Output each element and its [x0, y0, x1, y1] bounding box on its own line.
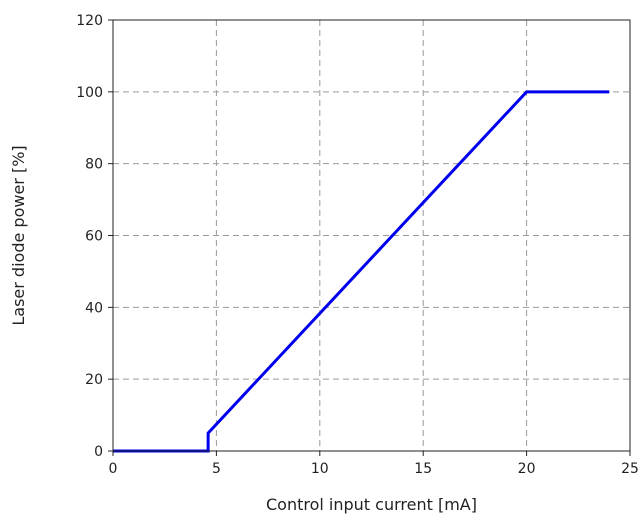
x-tick-label: 10 — [311, 461, 329, 477]
y-axis-title: Laser diode power [%] — [9, 145, 28, 325]
series-line — [113, 90, 610, 453]
x-tick-label: 25 — [621, 461, 639, 477]
x-axis-ticks: 0 5 10 15 20 25 — [109, 451, 639, 477]
y-tick-label: 20 — [85, 372, 103, 388]
y-axis-ticks: 0 20 40 60 80 100 120 — [76, 13, 113, 460]
y-tick-label: 100 — [76, 85, 103, 101]
y-tick-label: 0 — [94, 444, 103, 460]
plot-frame — [112, 19, 631, 452]
x-tick-label: 20 — [518, 461, 536, 477]
x-tick-label: 15 — [414, 461, 432, 477]
y-tick-label: 60 — [85, 229, 103, 245]
grid-lines — [113, 20, 630, 451]
x-tick-label: 5 — [212, 461, 221, 477]
y-tick-label: 80 — [85, 157, 103, 173]
series-layer — [113, 90, 610, 453]
y-tick-label: 40 — [85, 300, 103, 316]
x-tick-label: 0 — [109, 461, 118, 477]
x-axis-title: Control input current [mA] — [266, 495, 477, 514]
y-tick-label: 120 — [76, 13, 103, 29]
